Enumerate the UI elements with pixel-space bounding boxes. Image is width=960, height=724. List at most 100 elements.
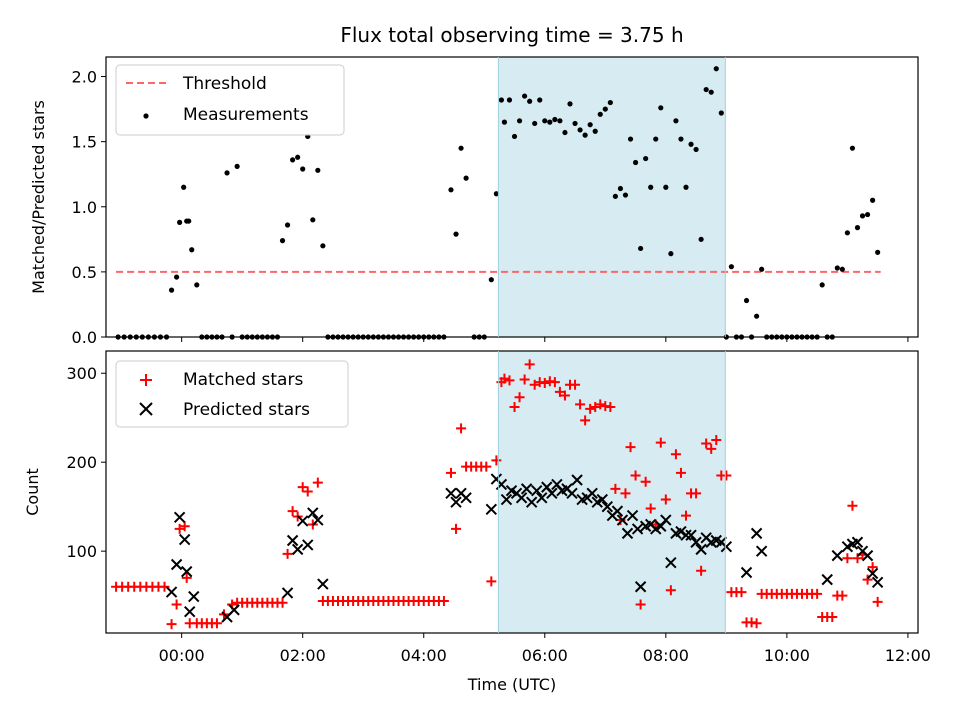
measurement-point xyxy=(864,211,871,218)
predicted-star-point xyxy=(536,492,548,504)
bottom-y-axis: 100 200 300 xyxy=(66,364,106,561)
measurement-point xyxy=(315,167,321,173)
measurement-point xyxy=(458,145,464,151)
predicted-star-point xyxy=(546,487,558,500)
predicted-star-point xyxy=(611,505,624,517)
predicted-star-point xyxy=(601,500,614,513)
predicted-star-point xyxy=(525,496,538,508)
measurement-point xyxy=(703,86,709,93)
x-tick-label: 10:00 xyxy=(764,646,810,665)
x-tick-label: 12:00 xyxy=(885,646,931,665)
matched-star-point xyxy=(491,455,502,466)
measurement-point xyxy=(658,105,664,111)
matched-star-point xyxy=(159,581,170,592)
measurement-point xyxy=(453,231,459,237)
measurement-point xyxy=(587,122,593,128)
matched-star-point xyxy=(445,467,456,478)
predicted-star-point xyxy=(520,483,533,495)
matched-star-point xyxy=(519,374,530,385)
predicted-star-point xyxy=(566,487,578,500)
y-tick-label: 0.5 xyxy=(72,263,97,282)
measurement-point xyxy=(612,193,618,199)
measurement-point xyxy=(844,230,850,236)
measurement-point xyxy=(557,118,563,124)
predicted-star-point xyxy=(515,492,528,504)
bottom-y-axis-label: Count xyxy=(23,468,42,516)
matched-star-point xyxy=(701,438,712,449)
predicted-star-point xyxy=(180,565,193,578)
predicted-star-point xyxy=(596,493,608,506)
predicted-star-point xyxy=(500,493,513,506)
matched-star-point xyxy=(277,597,288,608)
bottom-panel: 100 200 300 00:00 02:00 04:00 06:00 08:00 10:00… xyxy=(23,350,931,694)
predicted-star-point xyxy=(626,509,639,522)
measurement-point xyxy=(728,264,734,270)
measurement-point xyxy=(234,163,240,169)
measurement-point xyxy=(552,116,558,123)
measurement-point xyxy=(181,184,187,190)
measurement-point xyxy=(632,159,639,166)
measurement-point xyxy=(875,249,881,255)
matched-star-point xyxy=(575,399,586,410)
measurement-point xyxy=(295,154,301,160)
measurement-point xyxy=(501,119,508,125)
legend-measurements-swatch xyxy=(143,113,149,119)
matched-star-point xyxy=(529,379,540,390)
matched-star-point xyxy=(514,392,525,403)
measurement-point xyxy=(310,217,316,223)
measurement-point xyxy=(688,141,694,147)
measurement-point xyxy=(653,136,659,142)
matched-star-point xyxy=(181,572,192,583)
matched-star-point xyxy=(635,599,646,610)
predicted-star-point xyxy=(286,534,299,547)
bottom-matched-points xyxy=(111,359,883,630)
predicted-star-point xyxy=(531,484,543,497)
predicted-star-point xyxy=(188,590,200,603)
matched-star-point xyxy=(570,379,581,390)
measurement-point xyxy=(622,192,629,198)
predicted-star-point xyxy=(450,496,462,508)
matched-star-point xyxy=(872,596,883,607)
matched-star-point xyxy=(665,585,676,596)
measurement-point xyxy=(683,184,689,190)
predicted-star-point xyxy=(460,492,472,504)
measurement-point xyxy=(511,133,518,140)
matched-star-point xyxy=(842,553,853,564)
matched-star-point xyxy=(524,359,535,370)
matched-star-point xyxy=(610,483,621,494)
matched-star-point xyxy=(456,423,467,434)
measurement-point xyxy=(678,136,684,142)
matched-star-point xyxy=(499,373,510,384)
measurement-point xyxy=(597,111,603,117)
predicted-star-point xyxy=(178,533,191,546)
predicted-star-point xyxy=(821,573,833,586)
matched-star-point xyxy=(847,500,858,511)
measurement-point xyxy=(493,191,499,197)
y-tick-label: 100 xyxy=(66,542,97,561)
measurement-point xyxy=(648,184,654,190)
measurement-point xyxy=(537,97,543,103)
measurement-point xyxy=(849,145,856,151)
predicted-star-point xyxy=(170,558,183,571)
predicted-star-point xyxy=(621,527,634,540)
predicted-star-point xyxy=(866,567,879,580)
matched-star-point xyxy=(179,521,190,532)
measurement-point xyxy=(532,120,538,127)
measurement-point xyxy=(693,146,699,153)
measurement-point xyxy=(506,97,513,103)
matched-star-point xyxy=(630,470,641,481)
bottom-plot-frame xyxy=(105,350,919,634)
legend-matched-swatch xyxy=(140,374,152,386)
measurement-point xyxy=(870,197,876,203)
predicted-star-point xyxy=(680,529,692,541)
top-panel: 0.00.51.01.52.0 Matched/Predicted stars … xyxy=(29,56,919,347)
predicted-star-point xyxy=(291,543,304,556)
measurement-point xyxy=(668,251,674,257)
matched-star-point xyxy=(509,402,520,413)
y-tick-label: 1.0 xyxy=(72,198,97,217)
measurement-point xyxy=(284,222,291,228)
predicted-star-point xyxy=(296,515,309,527)
measurement-point xyxy=(638,245,644,252)
bottom-predicted-points xyxy=(165,473,884,623)
